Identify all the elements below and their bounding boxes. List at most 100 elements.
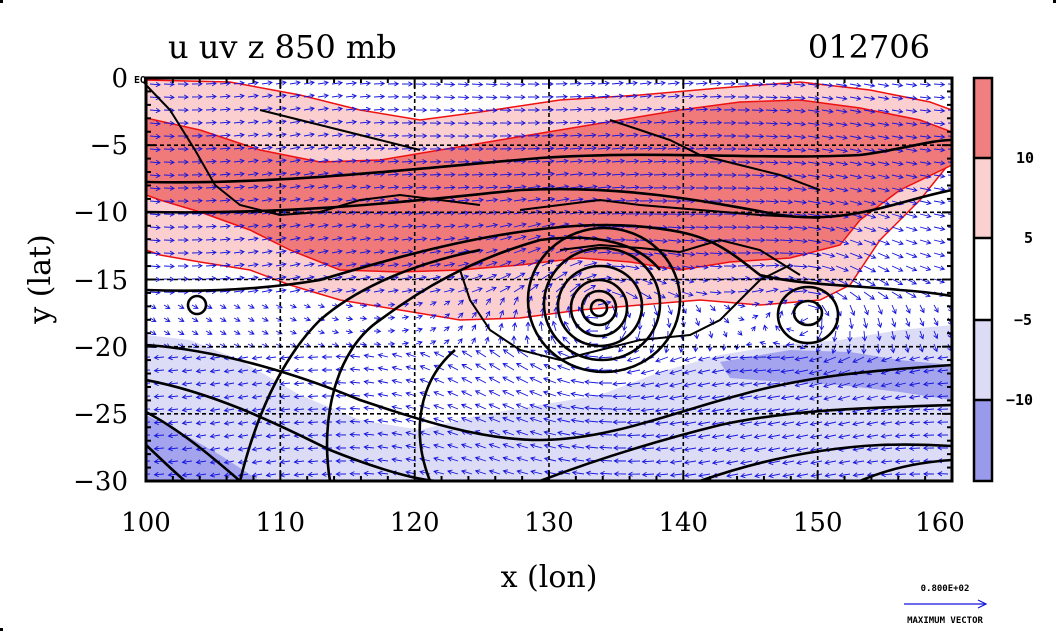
wind-vector-arrow: [751, 172, 765, 179]
wind-vector-arrow: [542, 403, 557, 410]
wind-vector-arrow: [796, 472, 809, 479]
wind-vector-arrow: [146, 369, 151, 371]
wind-vector-arrow: [205, 120, 217, 126]
wind-vector-arrow: [261, 158, 273, 164]
wind-vector-arrow: [891, 213, 904, 219]
wind-vector-arrow: [289, 288, 301, 294]
axis-ticks: [145, 77, 953, 482]
wind-vector-arrow: [908, 394, 921, 400]
wind-vector-arrow: [823, 356, 837, 363]
wind-vector-arrow: [181, 446, 193, 452]
wind-vector-arrow: [866, 433, 879, 439]
wind-vector-arrow: [349, 432, 361, 438]
wind-vector-arrow: [611, 184, 626, 190]
wind-vector-arrow: [891, 174, 904, 180]
height-contours: [146, 138, 952, 481]
wind-vector-arrow: [905, 134, 918, 140]
wind-vector-arrow: [317, 158, 329, 164]
y-tick-label: −20: [73, 333, 128, 363]
wind-vector-arrow: [515, 429, 529, 436]
wind-vector-arrow: [551, 320, 557, 332]
wind-vector-arrow: [177, 304, 185, 309]
wind-vector-arrow: [725, 381, 739, 387]
wind-vector-arrow: [807, 95, 820, 101]
wind-vector-arrow: [485, 197, 499, 203]
wind-vector-arrow: [739, 394, 753, 400]
wind-vector-arrow: [556, 391, 571, 397]
wind-vector-arrow: [163, 185, 175, 191]
wind-vector-arrow: [391, 378, 403, 384]
wind-vector-arrow: [293, 367, 305, 374]
wind-vector-arrow: [377, 366, 389, 372]
wind-vector-arrow: [751, 224, 766, 230]
wind-vector-arrow: [793, 251, 808, 257]
wind-vector-arrow: [669, 382, 683, 388]
wind-vector-arrow: [331, 249, 343, 255]
wind-vector-arrow: [891, 95, 904, 101]
wind-vector-arrow: [345, 249, 357, 255]
wind-vector-arrow: [570, 391, 585, 397]
wind-vector-arrow: [695, 119, 709, 126]
wind-vector-arrow: [653, 119, 667, 125]
wind-vector-arrow: [923, 355, 935, 361]
wind-vector-arrow: [447, 377, 459, 384]
wind-vector-arrow: [866, 395, 879, 401]
wind-vector-arrow: [485, 310, 491, 319]
wind-vector-arrow: [289, 329, 297, 335]
wind-vector-arrow: [933, 265, 946, 271]
wind-vector-arrow: [345, 145, 358, 151]
wind-vector-arrow: [331, 236, 343, 242]
wind-vector-arrow: [933, 121, 946, 127]
wind-vector-arrow: [852, 356, 865, 363]
wind-vector-arrow: [457, 184, 470, 191]
wind-vector-arrow: [611, 106, 625, 112]
wind-vector-arrow: [753, 434, 767, 440]
wind-vector-arrow: [905, 278, 918, 285]
wind-vector-arrow: [752, 354, 767, 360]
wind-vector-arrow: [808, 395, 823, 401]
wind-vector-arrow: [181, 355, 193, 361]
wind-vector-arrow: [905, 82, 918, 88]
wind-vector-arrow: [502, 429, 515, 436]
wind-vector-arrow: [933, 186, 946, 192]
wind-vector-arrow: [583, 171, 598, 177]
wind-vector-arrow: [331, 262, 343, 268]
wind-vector-arrow: [877, 174, 890, 180]
wind-vector-arrow: [541, 107, 555, 113]
wind-vector-arrow: [499, 120, 512, 126]
wind-vector-arrow: [331, 80, 344, 86]
wind-vector-arrow: [488, 416, 501, 423]
wind-vector-arrow: [167, 459, 179, 465]
wind-vector-arrow: [195, 355, 207, 361]
wind-vector-arrow: [908, 471, 921, 477]
wind-vector-arrow: [401, 94, 414, 100]
wind-vector-arrow: [877, 200, 891, 206]
wind-vector-arrow: [149, 120, 161, 127]
wind-vector-arrow: [443, 236, 456, 242]
wind-vector-arrow: [583, 145, 597, 151]
wind-vector-arrow: [373, 94, 386, 100]
wind-vector-arrow: [737, 172, 751, 178]
wind-vector-arrow: [363, 444, 375, 450]
wind-vector-arrow: [317, 184, 329, 190]
wind-vector-arrow: [461, 364, 473, 371]
wind-vector-arrow: [153, 367, 165, 374]
y-tick-label: −30: [73, 467, 128, 497]
wind-vector-arrow: [919, 226, 932, 232]
wind-vector-arrow: [177, 146, 189, 152]
gridlines: [146, 78, 952, 481]
wind-vector-arrow: [709, 198, 724, 204]
wind-vector-arrow: [513, 222, 527, 228]
wind-vector-arrow: [443, 146, 456, 152]
wind-vector-arrow: [625, 265, 640, 271]
wind-vector-arrow: [502, 376, 515, 384]
wind-vector-arrow: [849, 95, 862, 101]
wind-vector-arrow: [359, 145, 372, 151]
wind-vector-arrow: [443, 300, 451, 306]
wind-vector-arrow: [513, 184, 527, 190]
wind-vector-arrow: [697, 395, 711, 401]
wind-vector-arrow: [599, 444, 613, 451]
wind-vector-arrow: [654, 395, 669, 401]
wind-vector-arrow: [387, 133, 400, 139]
wind-vector-arrow: [289, 249, 301, 255]
